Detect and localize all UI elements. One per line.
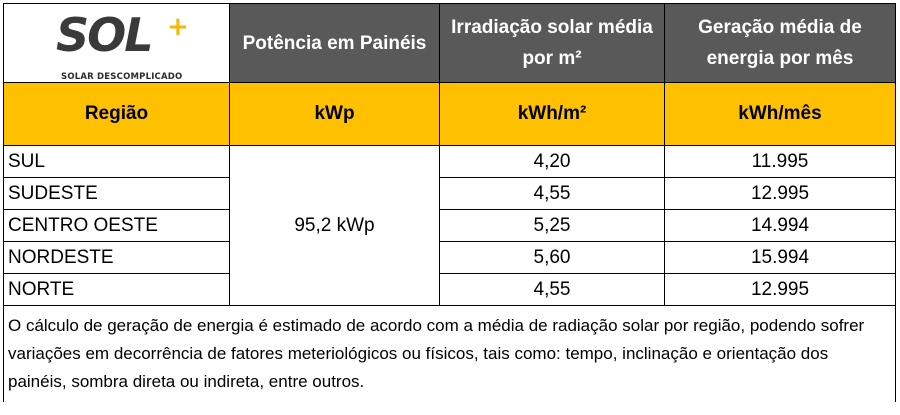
solar-generation-table-frame: SOL + SOLAR DESCOMPLICADO Potência em Pa…: [3, 3, 896, 410]
disclaimer-note: O cálculo de geração de energia é estima…: [3, 305, 896, 402]
logo-cell: SOL + SOLAR DESCOMPLICADO: [3, 3, 230, 83]
note-row: O cálculo de geração de energia é estima…: [3, 305, 896, 402]
units-region: Região: [3, 82, 230, 146]
region-cell: NORTE: [3, 273, 230, 306]
units-irradiation: kWh/m²: [439, 82, 665, 146]
generation-cell: 12.995: [664, 273, 896, 306]
region-cell: CENTRO OESTE: [3, 209, 230, 242]
sol-logo: SOL + SOLAR DESCOMPLICADO: [4, 4, 230, 82]
units-generation: kWh/mês: [664, 82, 896, 146]
region-cell: SUL: [3, 145, 230, 178]
irradiation-cell: 4,55: [439, 273, 665, 306]
table-row: SUDESTE 4,55 12.995: [3, 177, 896, 210]
logo-word: SOL: [56, 8, 154, 62]
table-row: NORDESTE 5,60 15.994: [3, 241, 896, 274]
irradiation-cell: 4,20: [439, 145, 665, 178]
generation-cell: 15.994: [664, 241, 896, 274]
power-cell: 95,2 kWp: [229, 145, 440, 306]
header-power: Potência em Painéis: [229, 3, 440, 83]
table-row: CENTRO OESTE 5,25 14.994: [3, 209, 896, 242]
generation-cell: 14.994: [664, 209, 896, 242]
header-irradiation: Irradiação solar média por m²: [439, 3, 665, 83]
generation-cell: 12.995: [664, 177, 896, 210]
logo-tagline: SOLAR DESCOMPLICADO: [61, 72, 183, 82]
region-cell: NORDESTE: [3, 241, 230, 274]
header-generation: Geração média de energia por mês: [664, 3, 896, 83]
irradiation-cell: 5,60: [439, 241, 665, 274]
table-row: SUL 95,2 kWp 4,20 11.995: [3, 145, 896, 306]
units-row: Região kWp kWh/m² kWh/mês: [3, 82, 896, 146]
units-power: kWp: [229, 82, 440, 146]
generation-cell: 11.995: [664, 145, 896, 178]
region-cell: SUDESTE: [3, 177, 230, 210]
irradiation-cell: 4,55: [439, 177, 665, 210]
irradiation-cell: 5,25: [439, 209, 665, 242]
header-row: SOL + SOLAR DESCOMPLICADO Potência em Pa…: [3, 3, 896, 83]
logo-plus-icon: +: [167, 12, 189, 42]
table-row: NORTE 4,55 12.995: [3, 273, 896, 306]
solar-generation-table: SOL + SOLAR DESCOMPLICADO Potência em Pa…: [3, 3, 896, 402]
